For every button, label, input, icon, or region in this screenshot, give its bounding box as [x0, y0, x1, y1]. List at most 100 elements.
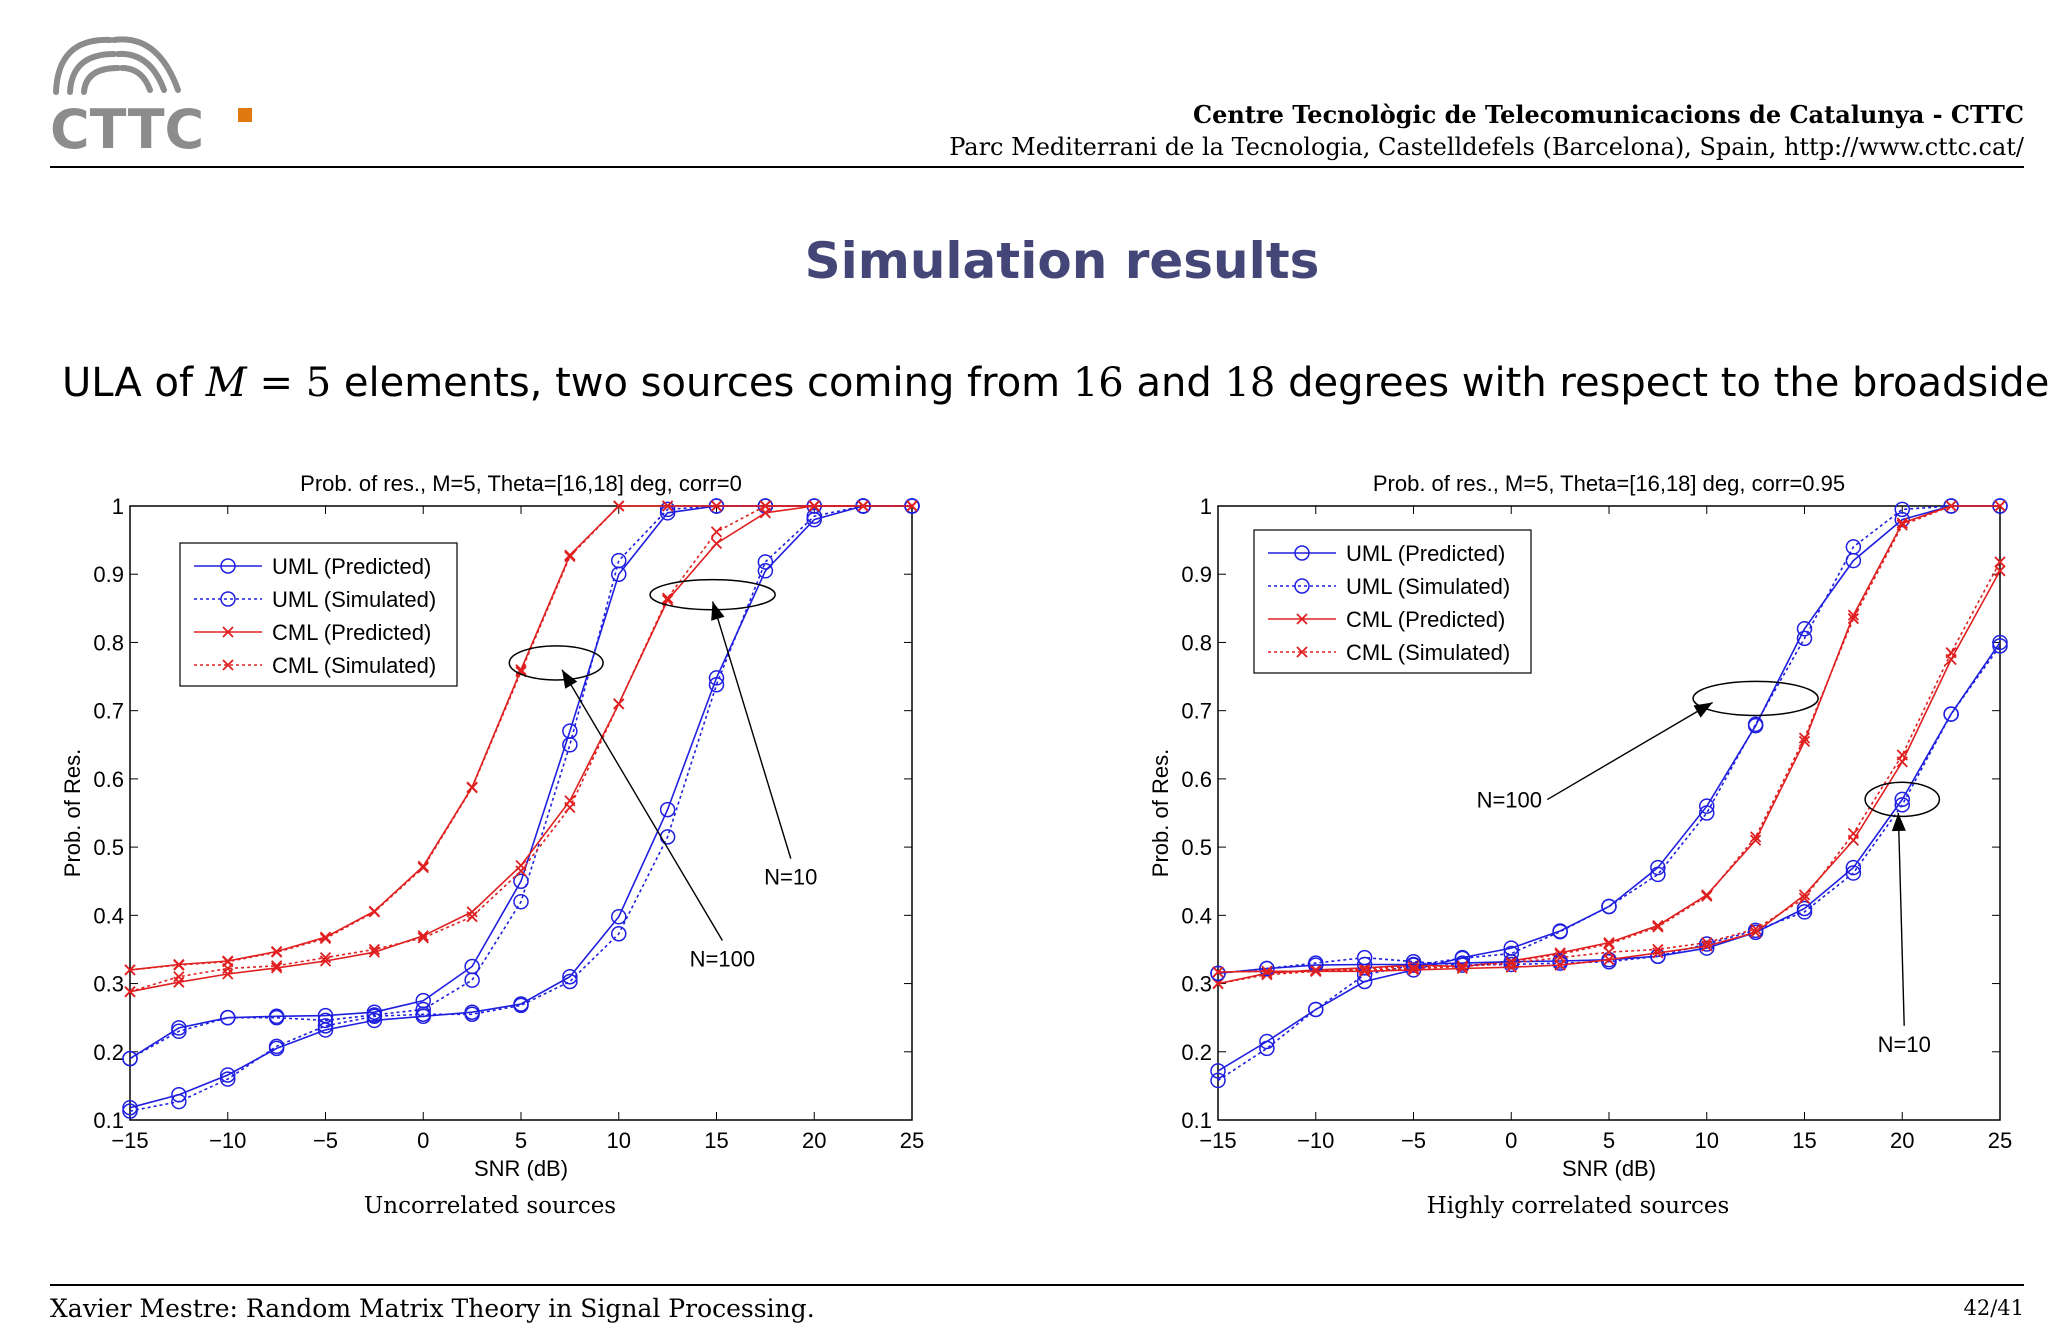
data-point [220, 1067, 236, 1083]
data-point [1798, 732, 1811, 744]
data-point [122, 1099, 138, 1116]
legend-label: CML (Simulated) [272, 653, 436, 678]
data-point [513, 893, 529, 910]
data-point [1847, 827, 1860, 840]
chart-title: Prob. of res., M=5, Theta=[16,18] deg, c… [300, 471, 742, 496]
data-point [317, 1012, 334, 1029]
data-point [1601, 898, 1617, 915]
x-tick-label: 20 [802, 1128, 826, 1153]
data-point [1407, 964, 1420, 976]
y-axis-label: Prob. of Res. [60, 749, 85, 877]
institution-address: Parc Mediterrani de la Tecnologia, Caste… [949, 133, 2024, 161]
subtitle-part: 18 [1224, 360, 1276, 406]
x-tick-label: 25 [1988, 1128, 2012, 1153]
data-point [1847, 612, 1860, 625]
annotation-label: N=10 [1878, 1032, 1931, 1057]
data-point [515, 859, 527, 872]
y-tick-label: 0.9 [93, 562, 124, 587]
data-point [464, 1006, 480, 1023]
y-tick-label: 0.4 [1181, 903, 1212, 928]
data-point [564, 801, 576, 814]
annotation-arrowhead [1693, 702, 1713, 718]
data-point [171, 1023, 187, 1040]
subtitle-part: and [1123, 360, 1225, 406]
data-point [906, 500, 918, 512]
x-tick-label: 5 [515, 1128, 527, 1153]
legend-label: UML (Simulated) [1346, 574, 1510, 599]
series-line [1217, 505, 2000, 985]
data-point [1310, 965, 1322, 977]
caption-correlated: Highly correlated sources [1426, 1193, 1730, 1219]
annotation-arrowhead [711, 601, 725, 621]
data-point [1358, 965, 1371, 977]
data-point [1407, 962, 1420, 975]
logo-badge [238, 108, 252, 122]
data-point [171, 1093, 187, 1110]
data-point [757, 554, 774, 570]
data-point [661, 592, 674, 604]
legend-label: UML (Predicted) [272, 554, 431, 579]
y-tick-label: 0.1 [1181, 1108, 1212, 1133]
data-point [857, 500, 869, 512]
data-point [1308, 1001, 1324, 1018]
chart-correlated: Prob. of res., M=5, Theta=[16,18] deg, c… [1148, 471, 2012, 1181]
data-point [1896, 749, 1908, 761]
data-point [1456, 962, 1469, 975]
data-point [562, 737, 578, 753]
legend-marker [1294, 545, 1310, 561]
page-number: 42/41 [1963, 1296, 2024, 1320]
data-point [1652, 919, 1664, 932]
data-point [1552, 923, 1568, 940]
series-line [1217, 645, 2001, 975]
data-point [417, 932, 429, 944]
data-point [1210, 1063, 1226, 1079]
data-point [613, 698, 625, 710]
data-point [1994, 556, 2006, 568]
data-point [1894, 511, 1910, 528]
data-point [1652, 921, 1664, 933]
legend-label: CML (Simulated) [1346, 640, 1510, 665]
x-tick-label: 15 [1792, 1128, 1816, 1153]
data-point [562, 968, 578, 985]
annotation-arrow [561, 669, 723, 941]
data-point [368, 943, 381, 956]
data-point [708, 676, 725, 693]
x-tick-label: 20 [1890, 1128, 1914, 1153]
y-tick-label: 1 [1200, 494, 1212, 519]
data-point [806, 508, 822, 524]
x-axis-label: SNR (dB) [1562, 1156, 1656, 1181]
x-tick-label: 0 [417, 1128, 429, 1153]
data-point [173, 971, 185, 983]
data-point [1992, 634, 2008, 651]
data-point [1701, 890, 1713, 902]
data-point [1994, 565, 2006, 577]
x-tick-label: 5 [1603, 1128, 1615, 1153]
data-point [710, 537, 723, 550]
data-point [220, 1071, 236, 1087]
y-axis-label: Prob. of Res. [1148, 749, 1173, 877]
data-point [1212, 966, 1224, 978]
data-point [319, 951, 332, 964]
data-point [1749, 923, 1762, 935]
data-point [1749, 834, 1762, 846]
annotation-label: N=100 [1477, 788, 1542, 813]
data-point [1650, 859, 1666, 876]
data-point [1992, 638, 2008, 654]
footer-author: Xavier Mestre: Random Matrix Theory in S… [50, 1294, 815, 1323]
data-point [1847, 609, 1860, 621]
data-point [513, 997, 529, 1014]
data-point [1747, 922, 1764, 939]
data-point [366, 1012, 383, 1029]
data-point [611, 908, 627, 925]
data-point [466, 782, 478, 794]
subtitle-part: = 5 [246, 360, 332, 406]
x-tick-label: 25 [900, 1128, 924, 1153]
data-point [708, 670, 725, 686]
data-point [661, 500, 674, 512]
data-point [1894, 797, 1910, 813]
y-tick-label: 0.6 [1181, 767, 1212, 792]
data-point [1896, 517, 1908, 529]
y-tick-label: 0.8 [93, 630, 124, 655]
data-point [1798, 892, 1811, 904]
data-point [319, 932, 332, 945]
